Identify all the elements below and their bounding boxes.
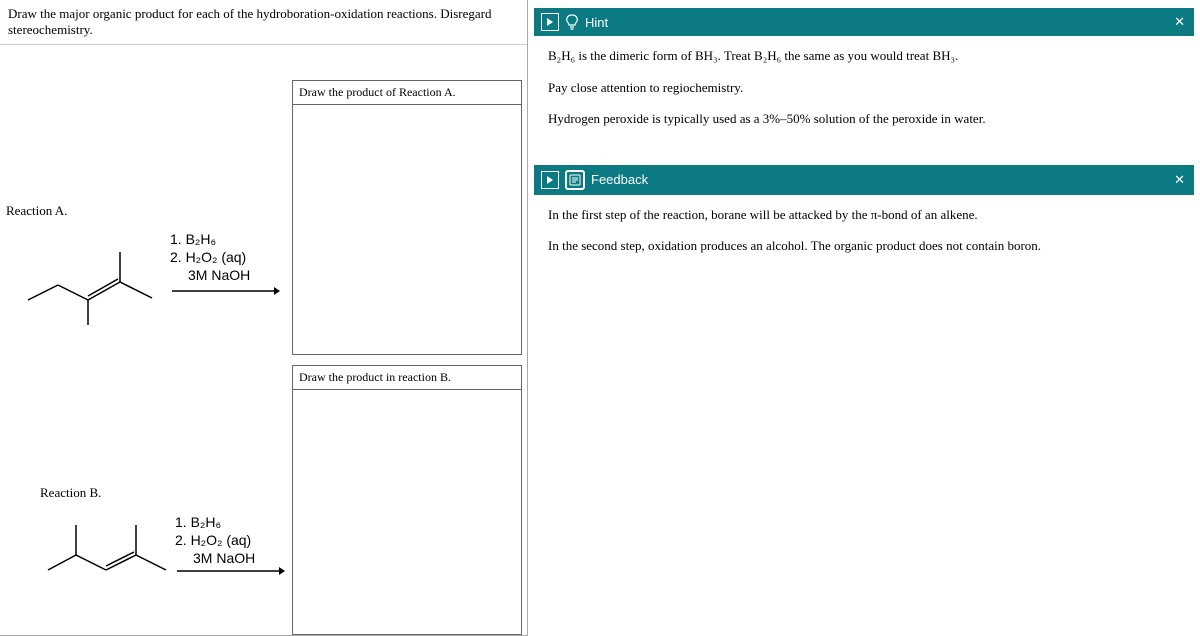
draw-box-b-label: Draw the product in reaction B. bbox=[293, 366, 521, 390]
arrow-a bbox=[170, 285, 280, 301]
hint-p3: Hydrogen peroxide is typically used as a… bbox=[548, 109, 1180, 129]
feedback-body: In the first step of the reaction, boran… bbox=[534, 195, 1194, 278]
reagent-b-1: 1. B₂H₆ bbox=[175, 513, 255, 531]
hint-header[interactable]: Hint ✕ bbox=[534, 8, 1194, 36]
reaction-a-label: Reaction A. bbox=[6, 203, 67, 219]
feedback-p1: In the first step of the reaction, boran… bbox=[548, 205, 1180, 225]
draw-box-a-label: Draw the product of Reaction A. bbox=[293, 81, 521, 105]
close-icon[interactable]: ✕ bbox=[1174, 14, 1187, 30]
molecule-a bbox=[20, 230, 160, 330]
feedback-header[interactable]: Feedback ✕ bbox=[534, 165, 1194, 195]
hint-title: Hint bbox=[585, 15, 1174, 30]
question-panel: Draw the major organic product for each … bbox=[0, 0, 528, 636]
reagent-a-2: 2. H₂O₂ (aq) bbox=[170, 248, 250, 266]
reaction-b-label: Reaction B. bbox=[40, 485, 101, 501]
reagent-a-3: 3M NaOH bbox=[170, 266, 250, 284]
feedback-p2: In the second step, oxidation produces a… bbox=[548, 236, 1180, 256]
hint-box: Hint ✕ B₂H₆ is the dimeric form of BH₃. … bbox=[534, 8, 1198, 151]
close-icon[interactable]: ✕ bbox=[1174, 172, 1187, 188]
hint-p1: B₂H₆ is the dimeric form of BH₃. Treat B… bbox=[548, 46, 1180, 66]
feedback-box: Feedback ✕ In the first step of the reac… bbox=[534, 165, 1198, 278]
question-text: Draw the major organic product for each … bbox=[0, 0, 527, 45]
chevron-icon[interactable] bbox=[541, 13, 559, 31]
feedback-title: Feedback bbox=[591, 172, 1174, 187]
reagent-b-2: 2. H₂O₂ (aq) bbox=[175, 531, 255, 549]
arrow-b bbox=[175, 565, 285, 581]
hint-p2: Pay close attention to regiochemistry. bbox=[548, 78, 1180, 98]
draw-box-b[interactable]: Draw the product in reaction B. bbox=[292, 365, 522, 635]
hint-body: B₂H₆ is the dimeric form of BH₃. Treat B… bbox=[534, 36, 1194, 151]
feedback-icon bbox=[565, 170, 585, 190]
molecule-b bbox=[40, 505, 170, 585]
lightbulb-icon bbox=[565, 14, 579, 30]
right-panel: Hint ✕ B₂H₆ is the dimeric form of BH₃. … bbox=[528, 0, 1198, 636]
chevron-icon[interactable] bbox=[541, 171, 559, 189]
draw-box-a[interactable]: Draw the product of Reaction A. bbox=[292, 80, 522, 355]
reactions-area: Reaction A. 1. B₂H₆ 2. H₂O₂ (a bbox=[0, 45, 527, 635]
reagents-b: 1. B₂H₆ 2. H₂O₂ (aq) 3M NaOH bbox=[175, 513, 255, 568]
reagent-a-1: 1. B₂H₆ bbox=[170, 230, 250, 248]
reagents-a: 1. B₂H₆ 2. H₂O₂ (aq) 3M NaOH bbox=[170, 230, 250, 285]
